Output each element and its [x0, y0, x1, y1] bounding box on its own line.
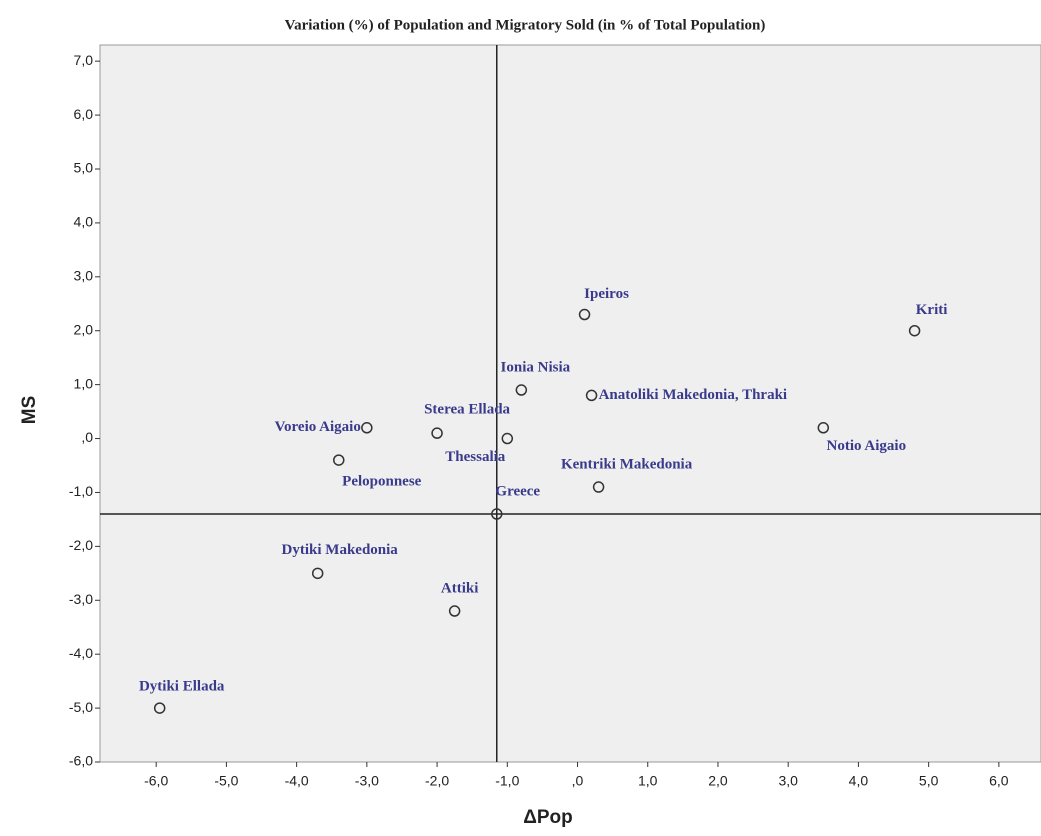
point: [515, 384, 528, 396]
point: [153, 702, 166, 714]
y-tick-label: 3,0: [74, 268, 94, 284]
point: [333, 454, 345, 466]
plot-area: [99, 44, 1041, 763]
point: [817, 422, 830, 434]
point-label: Notio Aigaio: [827, 438, 907, 454]
point: [501, 432, 514, 445]
x-tick-label: 6,0: [989, 773, 1009, 789]
point-label: Sterea Ellada: [424, 402, 510, 418]
y-tick-label: -3,0: [69, 591, 93, 607]
point: [311, 567, 324, 580]
point: [431, 427, 443, 439]
y-tick-label: -1,0: [69, 483, 93, 499]
y-tick-label: 6,0: [74, 106, 94, 122]
point-label: Voreio Aigaio: [275, 419, 361, 435]
y-tick-label: 4,0: [74, 214, 94, 230]
point: [592, 481, 605, 493]
point-label: Peloponnese: [342, 474, 422, 490]
y-tick-label: -5,0: [69, 699, 93, 715]
y-axis-label: MS: [19, 396, 40, 425]
point: [448, 605, 461, 617]
point: [361, 422, 373, 434]
point-label: Thessalia: [445, 449, 506, 465]
x-axis-label: ΔPop: [523, 807, 573, 828]
point-label: Ipeiros: [584, 286, 629, 302]
point-label: Dytiki Ellada: [139, 679, 225, 695]
x-tick-label: 2,0: [708, 773, 728, 789]
y-tick-label: 2,0: [74, 321, 94, 337]
point: [578, 308, 591, 321]
point: [491, 508, 503, 520]
point: [585, 389, 598, 402]
x-tick-label: 4,0: [849, 773, 869, 789]
y-tick-label: -6,0: [69, 753, 93, 769]
y-tick-label: 5,0: [74, 160, 94, 176]
x-tick-label: -6,0: [144, 773, 168, 789]
x-tick-label: -2,0: [425, 773, 449, 789]
y-tick-label: ,0: [81, 429, 93, 445]
chart-title: Variation (%) of Population and Migrator…: [285, 17, 766, 33]
x-tick-label: 1,0: [638, 773, 658, 789]
x-tick-label: ,0: [572, 773, 584, 789]
x-tick-label: -3,0: [355, 773, 379, 789]
y-tick-label: -4,0: [69, 645, 93, 661]
y-tick-label: 7,0: [74, 52, 94, 68]
x-tick-label: -5,0: [214, 773, 238, 789]
x-tick-label: -1,0: [495, 773, 519, 789]
y-tick-label: 1,0: [74, 375, 94, 391]
point-label: Dytiki Makedonia: [282, 542, 399, 558]
point-label: Ionia Nisia: [501, 359, 571, 375]
point-label: Kentriki Makedonia: [561, 456, 693, 472]
point: [908, 324, 921, 337]
point-label: Attiki: [441, 580, 479, 596]
x-tick-label: 5,0: [919, 773, 939, 789]
point-label: Kriti: [916, 302, 948, 318]
point-label: Anatoliki Makedonia, Thraki: [599, 387, 788, 403]
x-tick-label: -4,0: [285, 773, 309, 789]
point-label: Greece: [495, 483, 540, 499]
x-tick-label: 3,0: [778, 773, 798, 789]
y-tick-label: -2,0: [69, 537, 93, 553]
